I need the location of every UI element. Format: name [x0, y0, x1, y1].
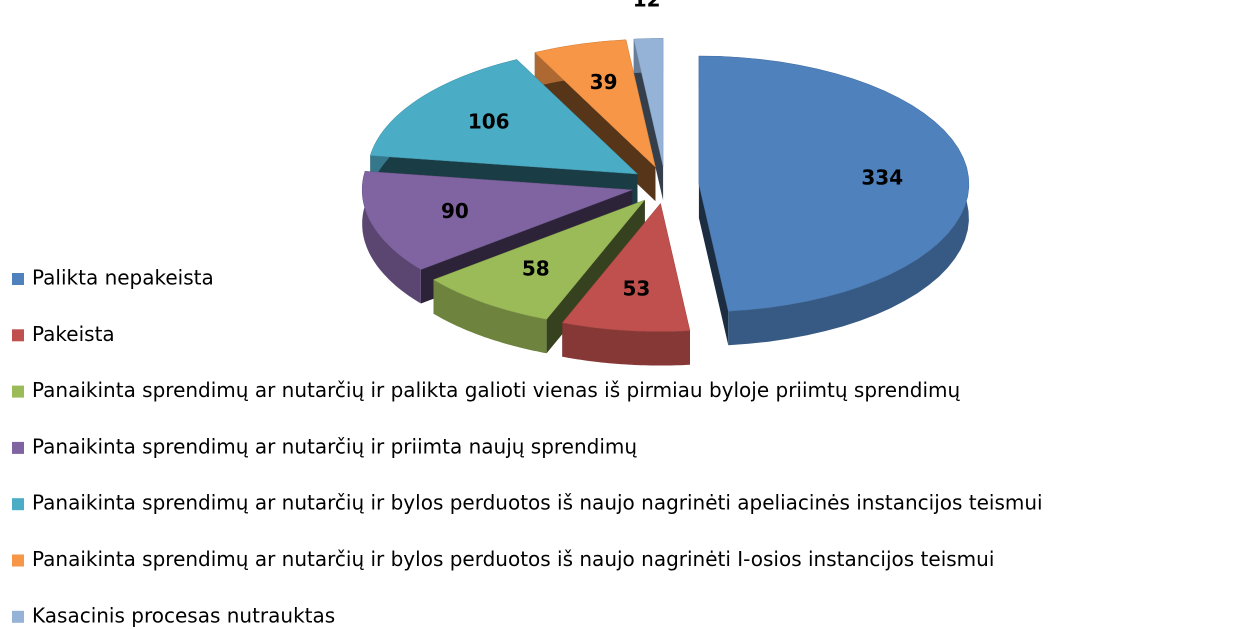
slice-top	[633, 38, 664, 167]
legend-label: Panaikinta sprendimų ar nutarčių ir pali…	[32, 378, 961, 402]
data-label: 12	[633, 0, 661, 12]
data-label: 106	[468, 110, 510, 134]
legend-label: Palikta nepakeista	[32, 266, 214, 290]
legend-label: Panaikinta sprendimų ar nutarčių ir prii…	[32, 434, 637, 458]
slice-top	[369, 59, 639, 175]
legend-label: Kasacinis procesas nutrauktas	[32, 603, 335, 627]
slice-top	[361, 171, 633, 270]
legend-label: Panaikinta sprendimų ar nutarčių ir bylo…	[32, 491, 1043, 515]
data-label: 53	[623, 276, 651, 300]
data-label: 39	[590, 70, 618, 94]
slice-side	[633, 39, 664, 201]
legend-swatch	[12, 273, 24, 285]
slice-top	[432, 199, 646, 320]
slice-wall	[433, 279, 547, 354]
legend-label: Panaikinta sprendimų ar nutarčių ir bylo…	[32, 547, 994, 571]
legend-label: Pakeista	[32, 322, 115, 346]
slice-top	[698, 55, 970, 312]
legend-swatch	[12, 441, 24, 454]
data-label: 90	[441, 199, 469, 223]
pie-slice	[698, 55, 970, 346]
data-label: 334	[861, 166, 903, 190]
legend-swatch	[12, 385, 24, 398]
slice-wall	[362, 171, 421, 304]
legend-swatch	[12, 610, 24, 623]
slice-wall	[562, 322, 690, 366]
slice-top	[534, 39, 656, 168]
pie-slice	[561, 202, 691, 366]
data-label: 58	[522, 257, 550, 281]
slice-top	[561, 202, 691, 332]
legend-swatch	[12, 329, 24, 342]
slice-side	[698, 184, 729, 346]
pie-slice	[633, 38, 664, 201]
legend-swatch	[12, 554, 24, 567]
legend-swatch	[12, 498, 24, 511]
